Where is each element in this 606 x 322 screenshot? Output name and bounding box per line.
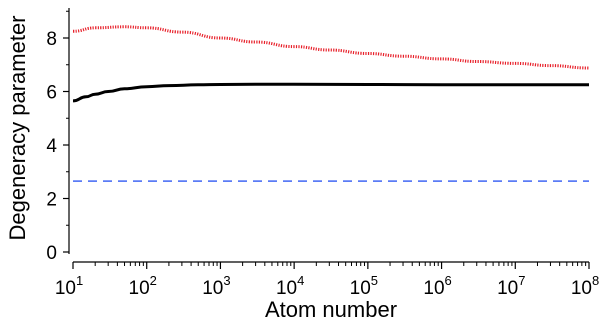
x-tick-label: 103 [202, 273, 230, 299]
x-tick-label: 107 [497, 273, 525, 299]
series-line-solid [72, 82, 589, 103]
x-axis-label: Atom number [265, 297, 397, 322]
y-tick-label: 6 [46, 83, 57, 104]
y-tick-label: 2 [46, 190, 57, 211]
x-tick-label: 101 [55, 273, 83, 299]
x-tick-label: 102 [129, 273, 157, 299]
y-tick-label: 8 [46, 29, 57, 50]
x-axis: 101 102 103 104 105 106 107 108 [55, 261, 599, 299]
y-tick-label: 4 [46, 136, 57, 157]
y-axis: 0 2 4 6 8 [46, 8, 70, 264]
y-axis-label: Degeneracy parameter [5, 15, 30, 240]
x-tick-label: 105 [350, 273, 378, 299]
x-tick-label: 106 [423, 273, 451, 299]
x-tick-label: 108 [571, 273, 599, 299]
series-line-dotted [72, 25, 590, 70]
y-tick-label: 0 [46, 243, 57, 264]
series-layer [72, 25, 590, 182]
x-tick-label: 104 [276, 273, 304, 299]
